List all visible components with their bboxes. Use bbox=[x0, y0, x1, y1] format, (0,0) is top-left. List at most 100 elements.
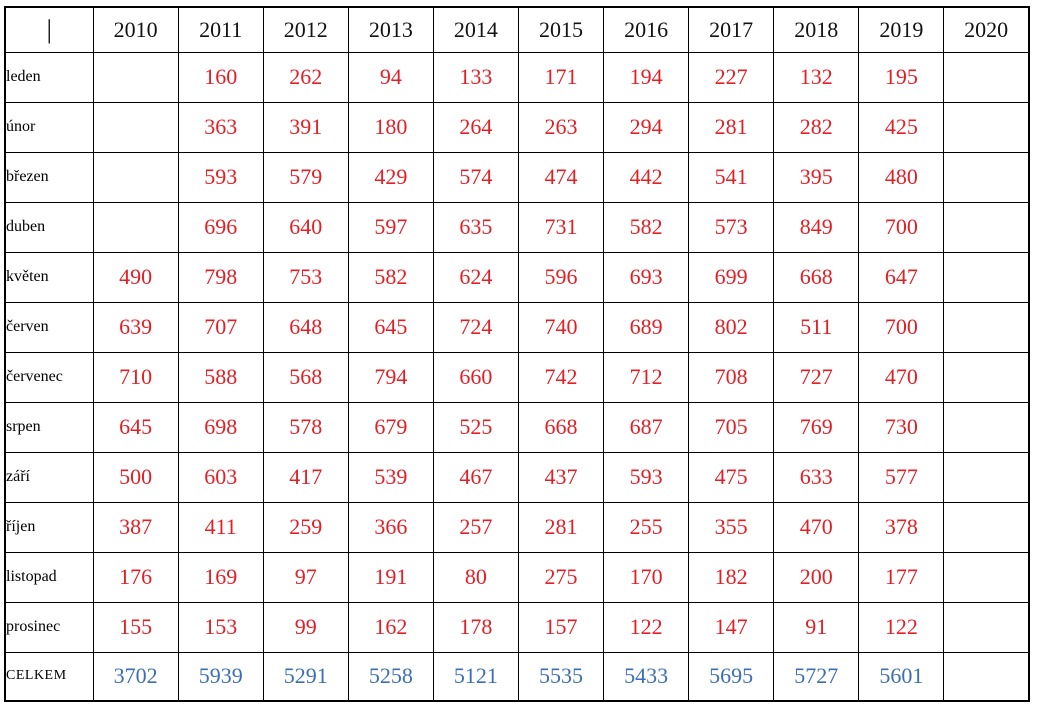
total-cell-2014[interactable]: 5121 bbox=[432, 651, 519, 702]
value-cell-2012-říjen[interactable]: 259 bbox=[262, 501, 349, 553]
value-cell-2018-říjen[interactable]: 470 bbox=[773, 501, 860, 553]
value-cell-2017-listopad[interactable]: 182 bbox=[688, 551, 775, 603]
value-cell-2013-prosinec[interactable]: 162 bbox=[347, 601, 434, 653]
value-cell-2017-červenec[interactable]: 708 bbox=[688, 351, 775, 403]
value-cell-2018-listopad[interactable]: 200 bbox=[773, 551, 860, 603]
total-cell-2010[interactable]: 3702 bbox=[92, 651, 179, 702]
value-cell-2018-květen[interactable]: 668 bbox=[773, 251, 860, 303]
value-cell-2014-červen[interactable]: 724 bbox=[432, 301, 519, 353]
value-cell-2013-duben[interactable]: 597 bbox=[347, 201, 434, 253]
value-cell-2017-září[interactable]: 475 bbox=[688, 451, 775, 503]
value-cell-2019-září[interactable]: 577 bbox=[858, 451, 945, 503]
value-cell-2019-říjen[interactable]: 378 bbox=[858, 501, 945, 553]
value-cell-2013-červenec[interactable]: 794 bbox=[347, 351, 434, 403]
value-cell-2020-leden[interactable] bbox=[943, 51, 1030, 103]
value-cell-2019-listopad[interactable]: 177 bbox=[858, 551, 945, 603]
value-cell-2020-červen[interactable] bbox=[943, 301, 1030, 353]
month-row-label-listopad[interactable]: listopad bbox=[4, 551, 94, 603]
value-cell-2015-leden[interactable]: 171 bbox=[517, 51, 605, 103]
value-cell-2012-únor[interactable]: 391 bbox=[262, 101, 349, 153]
value-cell-2011-září[interactable]: 603 bbox=[177, 451, 264, 503]
value-cell-2016-leden[interactable]: 194 bbox=[603, 51, 690, 103]
value-cell-2012-březen[interactable]: 579 bbox=[262, 151, 349, 203]
value-cell-2011-leden[interactable]: 160 bbox=[177, 51, 264, 103]
value-cell-2011-srpen[interactable]: 698 bbox=[177, 401, 264, 453]
value-cell-2018-červen[interactable]: 511 bbox=[773, 301, 860, 353]
value-cell-2016-prosinec[interactable]: 122 bbox=[603, 601, 690, 653]
value-cell-2013-srpen[interactable]: 679 bbox=[347, 401, 434, 453]
value-cell-2011-prosinec[interactable]: 153 bbox=[177, 601, 264, 653]
value-cell-2017-prosinec[interactable]: 147 bbox=[688, 601, 775, 653]
value-cell-2014-srpen[interactable]: 525 bbox=[432, 401, 519, 453]
value-cell-2013-březen[interactable]: 429 bbox=[347, 151, 434, 203]
value-cell-2014-únor[interactable]: 264 bbox=[432, 101, 519, 153]
value-cell-2012-červenec[interactable]: 568 bbox=[262, 351, 349, 403]
value-cell-2016-březen[interactable]: 442 bbox=[603, 151, 690, 203]
value-cell-2013-květen[interactable]: 582 bbox=[347, 251, 434, 303]
value-cell-2012-září[interactable]: 417 bbox=[262, 451, 349, 503]
value-cell-2014-září[interactable]: 467 bbox=[432, 451, 519, 503]
total-cell-2011[interactable]: 5939 bbox=[177, 651, 264, 702]
value-cell-2010-květen[interactable]: 490 bbox=[92, 251, 179, 303]
corner-cell-text-cursor[interactable]: | bbox=[4, 6, 94, 53]
value-cell-2019-duben[interactable]: 700 bbox=[858, 201, 945, 253]
value-cell-2018-duben[interactable]: 849 bbox=[773, 201, 860, 253]
value-cell-2020-říjen[interactable] bbox=[943, 501, 1030, 553]
value-cell-2013-červen[interactable]: 645 bbox=[347, 301, 434, 353]
total-cell-2018[interactable]: 5727 bbox=[773, 651, 860, 702]
value-cell-2018-srpen[interactable]: 769 bbox=[773, 401, 860, 453]
value-cell-2019-prosinec[interactable]: 122 bbox=[858, 601, 945, 653]
month-row-label-září[interactable]: září bbox=[4, 451, 94, 503]
year-header-2015[interactable]: 2015 bbox=[517, 6, 605, 53]
value-cell-2010-srpen[interactable]: 645 bbox=[92, 401, 179, 453]
year-header-2020[interactable]: 2020 bbox=[943, 6, 1030, 53]
value-cell-2010-březen[interactable] bbox=[92, 151, 179, 203]
month-row-label-leden[interactable]: leden bbox=[4, 51, 94, 103]
value-cell-2016-červen[interactable]: 689 bbox=[603, 301, 690, 353]
value-cell-2012-prosinec[interactable]: 99 bbox=[262, 601, 349, 653]
value-cell-2018-březen[interactable]: 395 bbox=[773, 151, 860, 203]
year-header-2012[interactable]: 2012 bbox=[262, 6, 349, 53]
total-row-label[interactable]: CELKEM bbox=[4, 651, 94, 702]
value-cell-2015-červenec[interactable]: 742 bbox=[517, 351, 605, 403]
value-cell-2010-leden[interactable] bbox=[92, 51, 179, 103]
value-cell-2020-duben[interactable] bbox=[943, 201, 1030, 253]
value-cell-2015-srpen[interactable]: 668 bbox=[517, 401, 605, 453]
value-cell-2014-duben[interactable]: 635 bbox=[432, 201, 519, 253]
value-cell-2011-červen[interactable]: 707 bbox=[177, 301, 264, 353]
value-cell-2016-květen[interactable]: 693 bbox=[603, 251, 690, 303]
value-cell-2010-duben[interactable] bbox=[92, 201, 179, 253]
value-cell-2017-duben[interactable]: 573 bbox=[688, 201, 775, 253]
value-cell-2020-březen[interactable] bbox=[943, 151, 1030, 203]
value-cell-2018-leden[interactable]: 132 bbox=[773, 51, 860, 103]
value-cell-2014-říjen[interactable]: 257 bbox=[432, 501, 519, 553]
value-cell-2013-říjen[interactable]: 366 bbox=[347, 501, 434, 553]
value-cell-2015-prosinec[interactable]: 157 bbox=[517, 601, 605, 653]
year-header-2018[interactable]: 2018 bbox=[773, 6, 860, 53]
value-cell-2010-prosinec[interactable]: 155 bbox=[92, 601, 179, 653]
total-cell-2019[interactable]: 5601 bbox=[858, 651, 945, 702]
total-cell-2016[interactable]: 5433 bbox=[603, 651, 690, 702]
value-cell-2016-srpen[interactable]: 687 bbox=[603, 401, 690, 453]
value-cell-2010-říjen[interactable]: 387 bbox=[92, 501, 179, 553]
value-cell-2010-listopad[interactable]: 176 bbox=[92, 551, 179, 603]
month-row-label-červenec[interactable]: červenec bbox=[4, 351, 94, 403]
year-header-2016[interactable]: 2016 bbox=[603, 6, 690, 53]
total-cell-2020[interactable] bbox=[943, 651, 1030, 702]
value-cell-2014-březen[interactable]: 574 bbox=[432, 151, 519, 203]
value-cell-2020-červenec[interactable] bbox=[943, 351, 1030, 403]
value-cell-2013-listopad[interactable]: 191 bbox=[347, 551, 434, 603]
value-cell-2014-leden[interactable]: 133 bbox=[432, 51, 519, 103]
value-cell-2020-září[interactable] bbox=[943, 451, 1030, 503]
year-header-2011[interactable]: 2011 bbox=[177, 6, 264, 53]
month-row-label-prosinec[interactable]: prosinec bbox=[4, 601, 94, 653]
value-cell-2011-říjen[interactable]: 411 bbox=[177, 501, 264, 553]
year-header-2013[interactable]: 2013 bbox=[347, 6, 434, 53]
value-cell-2012-květen[interactable]: 753 bbox=[262, 251, 349, 303]
value-cell-2010-září[interactable]: 500 bbox=[92, 451, 179, 503]
value-cell-2020-srpen[interactable] bbox=[943, 401, 1030, 453]
month-row-label-květen[interactable]: květen bbox=[4, 251, 94, 303]
value-cell-2019-červen[interactable]: 700 bbox=[858, 301, 945, 353]
value-cell-2017-srpen[interactable]: 705 bbox=[688, 401, 775, 453]
value-cell-2011-únor[interactable]: 363 bbox=[177, 101, 264, 153]
